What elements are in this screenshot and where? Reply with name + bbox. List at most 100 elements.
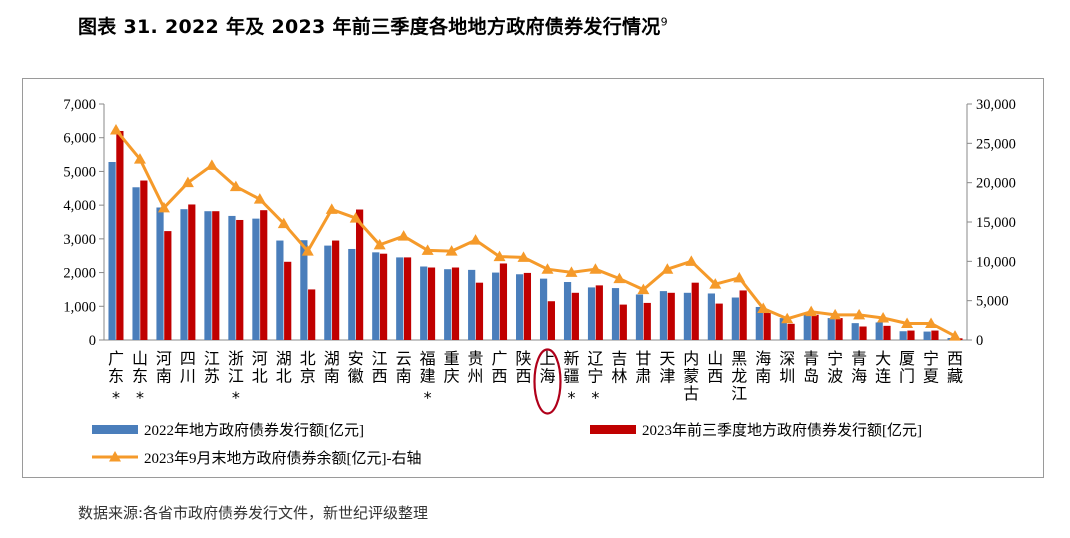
category-char: 湖: [276, 349, 292, 368]
category-char: 江: [204, 349, 220, 368]
source-note: 数据来源:各省市政府债券发行文件，新世纪评级整理: [78, 504, 429, 522]
bar-2023q3: [499, 263, 508, 340]
bar-2022: [516, 274, 524, 340]
category-char: 厦: [899, 349, 915, 368]
balance-marker: [901, 317, 914, 328]
category-char: 江: [372, 349, 388, 368]
category-char: 南: [156, 367, 172, 386]
category-label: 重庆: [444, 349, 460, 386]
left-tick-label: 6,000: [63, 131, 96, 147]
bar-2022: [156, 207, 164, 340]
category-char: 连: [875, 367, 891, 386]
category-label: 云南: [396, 349, 412, 386]
bar-2023q3: [523, 272, 532, 340]
category-label: 青岛: [803, 349, 819, 386]
category-char: 海: [755, 349, 771, 368]
category-label: 山东 *: [132, 349, 148, 407]
balance-marker: [781, 312, 794, 324]
category-char: 东: [132, 367, 148, 386]
bar-2023q3: [188, 204, 196, 340]
bar-2022: [659, 291, 668, 340]
left-tick-label: 5,000: [63, 164, 96, 180]
category-char: 宁: [923, 349, 939, 368]
category-label: 陕西: [516, 349, 532, 386]
category-char: 河: [252, 349, 268, 368]
category-label: 深圳: [779, 349, 795, 386]
category-char: 东: [108, 367, 124, 386]
category-char: 海: [851, 367, 867, 386]
bar-2023q3: [787, 323, 795, 340]
legend-label: 2023年前三季度地方政府债券发行额[亿元]: [642, 422, 922, 439]
balance-marker: [613, 272, 626, 284]
category-char: 河: [156, 349, 172, 368]
category-char: 青: [803, 349, 819, 368]
balance-line: [114, 129, 956, 338]
legend-label: 2022年地方政府债券发行额[亿元]: [144, 422, 364, 439]
category-char: 古: [683, 384, 699, 403]
bar-2022: [204, 211, 212, 340]
category-label: 广东 *: [108, 349, 124, 407]
bar-2023q3: [236, 219, 244, 340]
category-char: *: [424, 388, 432, 407]
category-char: *: [567, 388, 575, 407]
bar-2022: [827, 318, 835, 340]
bar-2023q3: [403, 257, 412, 340]
bar-2023q3: [931, 330, 939, 340]
balance-marker: [301, 245, 314, 256]
category-label: 宁波: [827, 349, 843, 386]
bar-2022: [324, 245, 332, 340]
bar-2022: [731, 297, 739, 340]
category-char: 宁: [587, 367, 603, 386]
category-label: 吉林: [611, 349, 627, 386]
balance-marker: [661, 263, 674, 274]
bar-2023q3: [260, 210, 268, 340]
right-tick-label: 5,000: [976, 294, 1009, 310]
bar-2022: [587, 287, 596, 340]
category-char: 江: [731, 384, 747, 403]
bar-2022: [372, 252, 380, 340]
bar-2022: [851, 323, 859, 340]
left-tick-label: 1,000: [63, 299, 96, 315]
bar-2023q3: [356, 209, 364, 340]
bar-2023q3: [212, 211, 220, 340]
category-char: 夏: [923, 367, 939, 386]
bar-2022: [803, 313, 811, 340]
category-label: 北京: [300, 349, 316, 386]
legend-swatch: [590, 425, 636, 434]
category-char: 藏: [947, 367, 963, 386]
category-label: 安徽: [348, 349, 364, 386]
category-char: 大: [875, 349, 891, 368]
left-tick-label: 3,000: [63, 232, 96, 248]
category-char: 甘: [635, 349, 651, 368]
balance-marker: [685, 255, 698, 266]
balance-marker: [565, 266, 578, 277]
category-char: 上: [539, 349, 555, 368]
category-char: 云: [396, 349, 412, 368]
balance-marker: [709, 278, 722, 289]
bar-2022: [707, 293, 715, 340]
category-label: 宁夏: [923, 349, 939, 386]
balance-marker: [733, 271, 746, 283]
right-tick-label: 10,000: [976, 254, 1016, 270]
bar-2023q3: [571, 292, 579, 340]
category-char: 黑: [731, 349, 747, 368]
legend-2023q3: 2023年前三季度地方政府债券发行额[亿元]: [590, 422, 922, 439]
category-char: 南: [324, 367, 340, 386]
category-char: 北: [276, 367, 292, 386]
balance-marker: [949, 330, 962, 341]
balance-marker: [109, 123, 122, 135]
category-label: 湖北: [276, 349, 292, 386]
balance-marker: [205, 159, 218, 170]
category-label: 江西: [372, 349, 388, 386]
bar-2022: [444, 269, 452, 340]
balance-marker: [421, 244, 434, 255]
bar-2023q3: [739, 290, 747, 340]
bar-2022: [468, 269, 476, 340]
bar-2022: [899, 331, 907, 340]
category-label: 山西: [707, 349, 723, 386]
category-char: 西: [707, 367, 723, 386]
category-char: 南: [396, 367, 412, 386]
category-label: 广西: [492, 349, 508, 386]
balance-marker: [397, 230, 410, 241]
bar-2022: [252, 218, 260, 340]
